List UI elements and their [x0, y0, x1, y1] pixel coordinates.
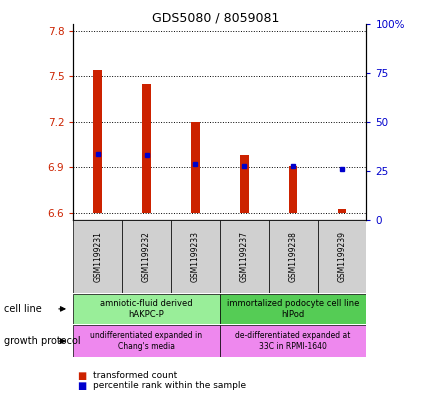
Text: undifferentiated expanded in
Chang's media: undifferentiated expanded in Chang's med…: [90, 331, 202, 351]
Text: amniotic-fluid derived
hAKPC-P: amniotic-fluid derived hAKPC-P: [100, 299, 192, 319]
Bar: [337, 209, 346, 213]
Text: GSM1199233: GSM1199233: [190, 231, 200, 282]
Bar: [73, 220, 122, 293]
Bar: [122, 220, 171, 293]
Text: cell line: cell line: [4, 304, 42, 314]
Bar: [171, 220, 219, 293]
Text: GDS5080 / 8059081: GDS5080 / 8059081: [151, 12, 279, 25]
Text: ■: ■: [77, 381, 86, 391]
Text: GSM1199237: GSM1199237: [239, 231, 248, 282]
Text: immortalized podocyte cell line
hIPod: immortalized podocyte cell line hIPod: [226, 299, 359, 319]
Bar: [288, 166, 297, 213]
Bar: [219, 220, 268, 293]
Text: GSM1199232: GSM1199232: [142, 231, 150, 282]
Text: transformed count: transformed count: [92, 371, 176, 380]
Bar: [219, 294, 366, 324]
Bar: [317, 220, 365, 293]
Text: percentile rank within the sample: percentile rank within the sample: [92, 382, 245, 390]
Text: GSM1199238: GSM1199238: [288, 231, 297, 282]
Bar: [190, 122, 200, 213]
Bar: [268, 220, 317, 293]
Bar: [142, 84, 150, 213]
Bar: [73, 325, 219, 357]
Text: ■: ■: [77, 371, 86, 381]
Bar: [239, 155, 248, 213]
Bar: [93, 70, 102, 213]
Text: GSM1199239: GSM1199239: [337, 231, 346, 282]
Bar: [73, 294, 219, 324]
Text: de-differentiated expanded at
33C in RPMI-1640: de-differentiated expanded at 33C in RPM…: [235, 331, 350, 351]
Bar: [219, 325, 366, 357]
Text: growth protocol: growth protocol: [4, 336, 81, 346]
Text: GSM1199231: GSM1199231: [93, 231, 102, 282]
